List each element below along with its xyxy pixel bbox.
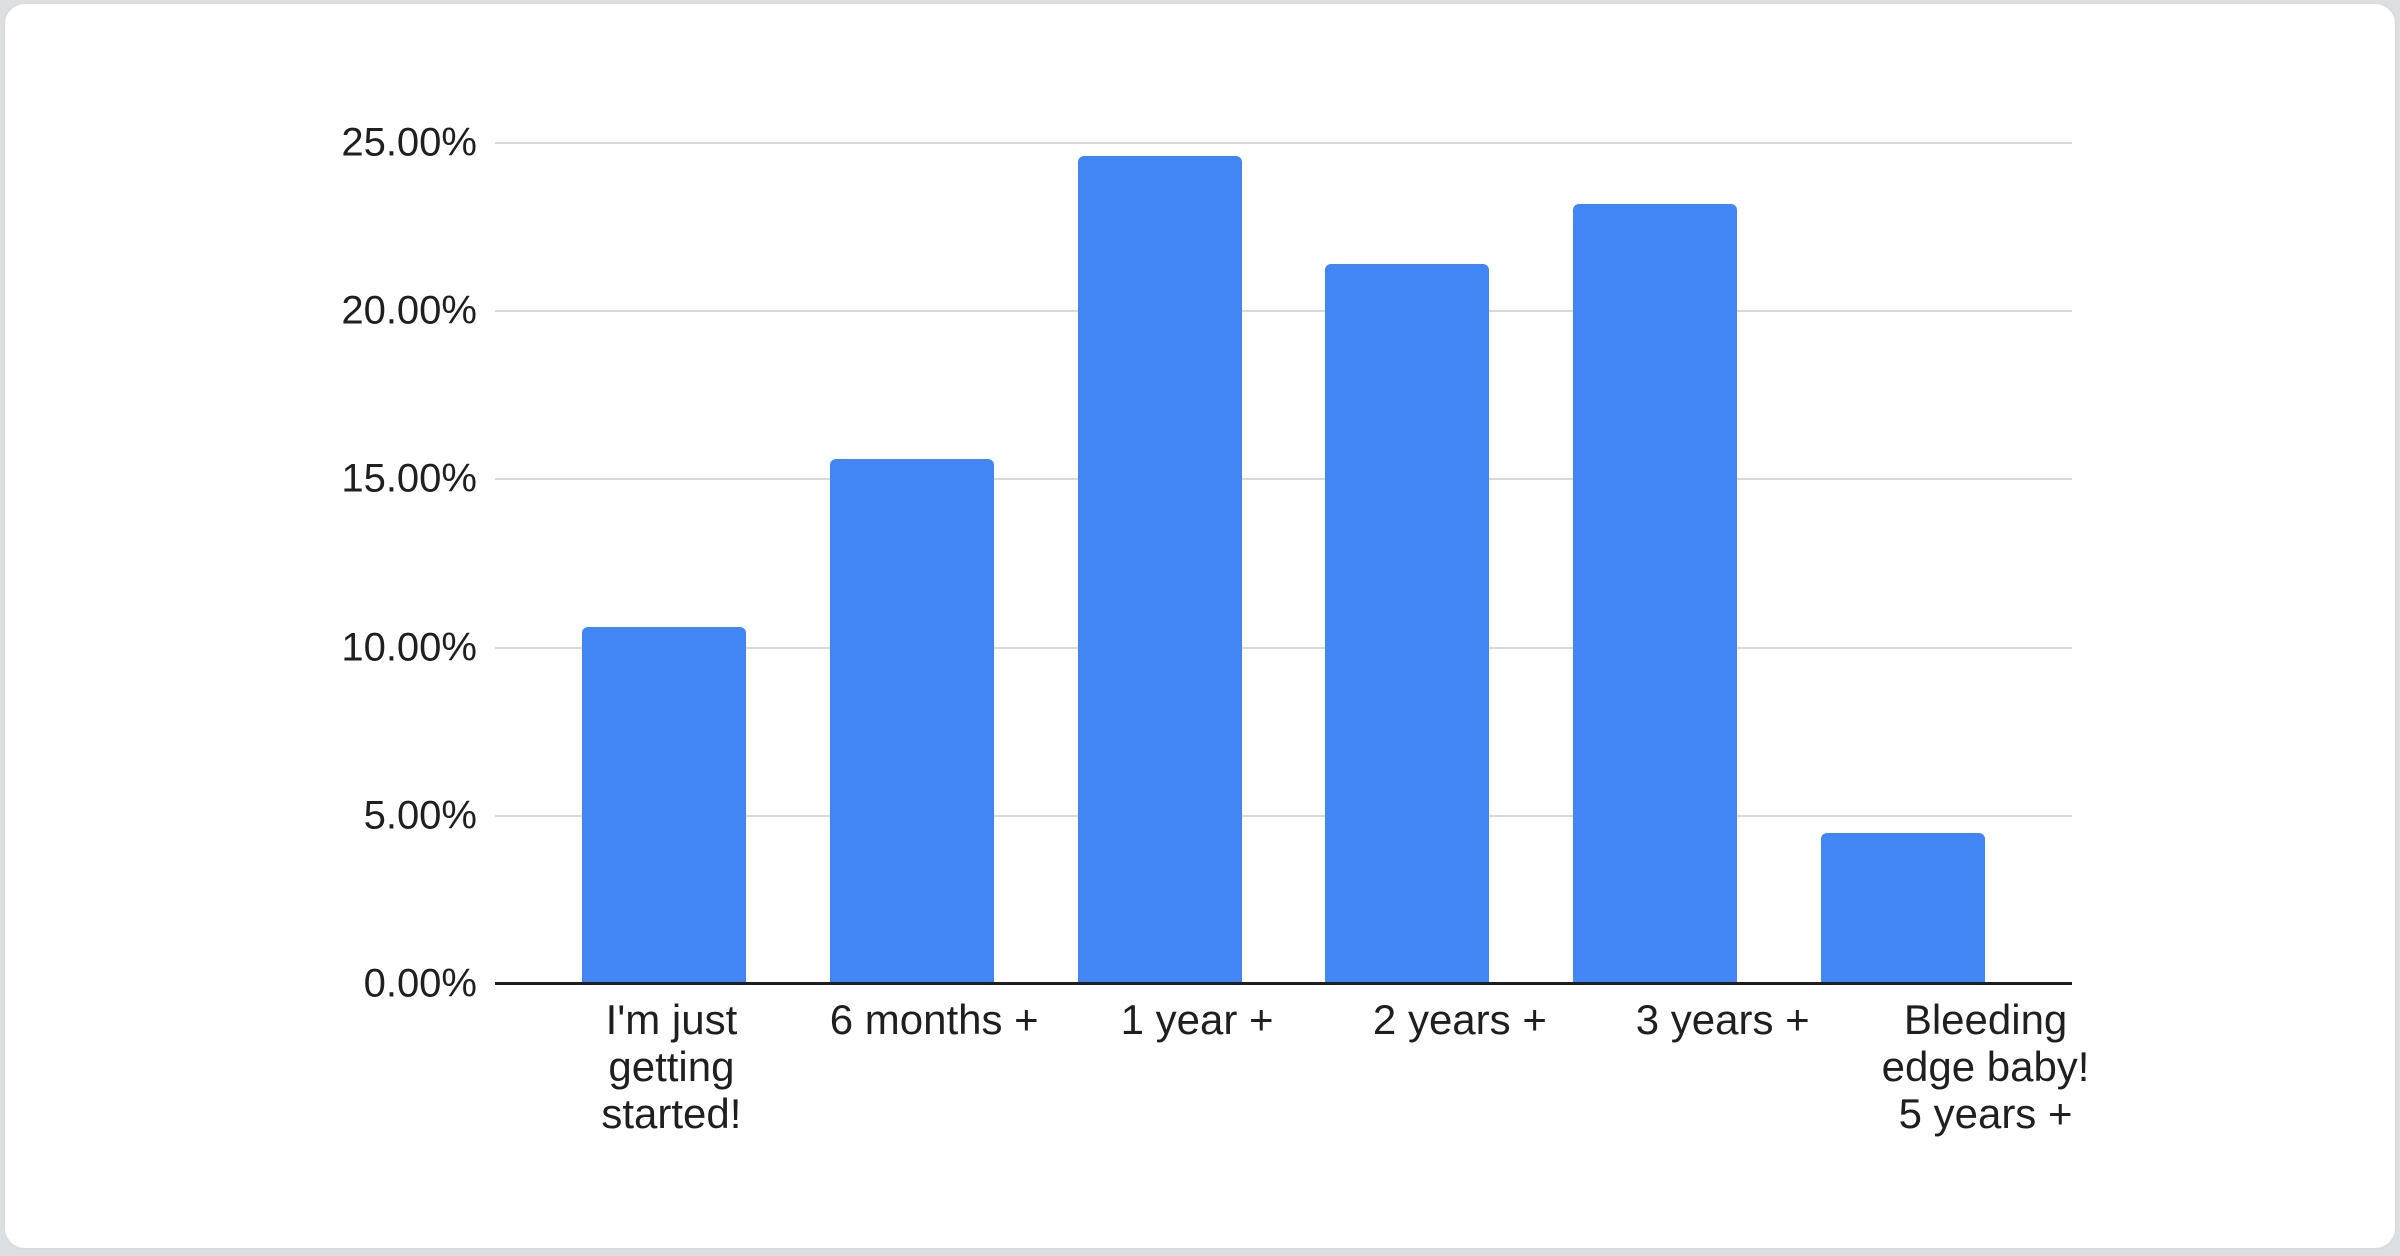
x-slot: I'm just getting started!: [540, 996, 803, 1137]
gridline: [495, 142, 2072, 144]
bar: [1325, 264, 1490, 984]
y-axis: 0.00% 5.00% 10.00% 15.00% 20.00% 25.00%: [5, 121, 477, 1006]
bar-chart: 0.00% 5.00% 10.00% 15.00% 20.00% 25.00% I'm j…: [5, 4, 2395, 1248]
bar-slot: [1283, 143, 1531, 984]
x-slot: 6 months +: [803, 996, 1066, 1137]
y-tick-label: 0.00%: [363, 961, 477, 1006]
gridline: [495, 646, 2072, 649]
x-slot: 3 years +: [1591, 996, 1854, 1137]
y-tick-label: 5.00%: [363, 793, 477, 838]
bar: [1573, 203, 1738, 984]
plot-area: [495, 142, 2072, 985]
x-category-label: I'm just getting started!: [601, 996, 742, 1137]
chart-card: 0.00% 5.00% 10.00% 15.00% 20.00% 25.00% I'm j…: [3, 2, 2397, 1250]
y-tick-label: 20.00%: [341, 288, 477, 333]
x-category-label: 3 years +: [1635, 996, 1810, 1043]
bar-slot: [1779, 143, 2027, 984]
gridline: [495, 814, 2072, 817]
y-tick-label: 25.00%: [341, 120, 477, 165]
x-axis: I'm just getting started! 6 months + 1 yea…: [495, 996, 2162, 1137]
bar: [1821, 832, 1986, 984]
bar-slot: [540, 143, 788, 984]
bar: [581, 627, 746, 984]
bar: [1077, 156, 1242, 984]
gridline: [495, 310, 2072, 313]
bars-row: [495, 143, 2072, 984]
x-category-label: Bleeding edge baby! 5 years +: [1881, 996, 2090, 1137]
bar-slot: [1531, 143, 1779, 984]
x-slot: 1 year +: [1066, 996, 1329, 1137]
x-category-label: 1 year +: [1120, 996, 1274, 1043]
gridline: [495, 478, 2072, 481]
x-category-label: 6 months +: [829, 996, 1039, 1043]
bar: [829, 459, 994, 984]
x-axis-line: [495, 982, 2072, 985]
bar-slot: [788, 143, 1036, 984]
x-slot: Bleeding edge baby! 5 years +: [1854, 996, 2117, 1137]
y-tick-label: 15.00%: [341, 456, 477, 501]
bar-slot: [1036, 143, 1284, 984]
y-tick-label: 10.00%: [341, 625, 477, 670]
x-slot: 2 years +: [1328, 996, 1591, 1137]
x-category-label: 2 years +: [1372, 996, 1547, 1043]
